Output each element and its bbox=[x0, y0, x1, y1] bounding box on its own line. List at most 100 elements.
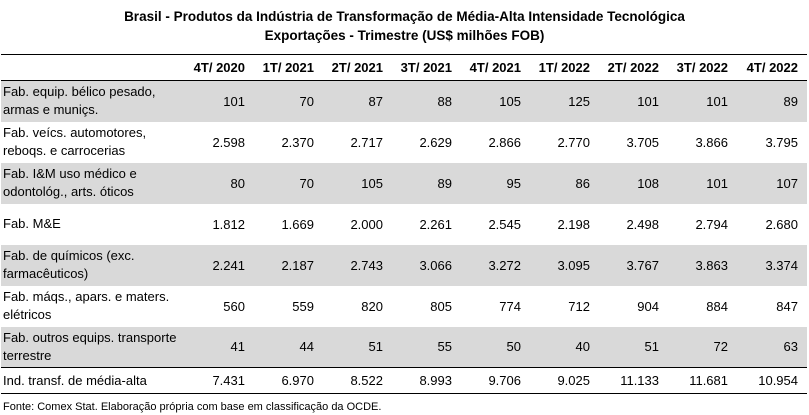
table-cell: 105 bbox=[323, 162, 392, 204]
table-row: Fab. equip. bélico pesado, armas e muniç… bbox=[1, 80, 807, 122]
row-label: Fab. outros equips. transporte terrestre bbox=[1, 326, 183, 368]
table-cell: 3.795 bbox=[765, 134, 798, 150]
table-row: Fab. de químicos (exc. farmacêuticos) 2.… bbox=[1, 244, 807, 286]
table-cell: 63 bbox=[737, 326, 807, 368]
table-cell: 41 bbox=[183, 326, 254, 368]
column-header: 4T/ 2022 bbox=[746, 60, 798, 75]
total-cell: 8.993 bbox=[419, 373, 452, 388]
row-label: Fab. I&M uso médico e odontológ., arts. … bbox=[1, 162, 183, 204]
table-cell: 105 bbox=[461, 80, 530, 122]
table-cell: 559 bbox=[292, 298, 314, 314]
table-cell: 2.241 bbox=[183, 244, 254, 286]
header-blank bbox=[1, 55, 183, 81]
total-cell: 7.431 bbox=[212, 373, 245, 388]
table-cell: 2.866 bbox=[488, 134, 521, 150]
table-cell: 3.066 bbox=[392, 244, 461, 286]
table-cell: 3.374 bbox=[737, 244, 807, 286]
table-cell: 3.095 bbox=[530, 244, 599, 286]
table-cell: 774 bbox=[499, 298, 521, 314]
table-cell: 2.370 bbox=[281, 134, 314, 150]
table-cell: 101 bbox=[183, 80, 254, 122]
table-cell: 820 bbox=[361, 298, 383, 314]
column-header: 1T/ 2021 bbox=[262, 60, 314, 75]
table-cell: 2.680 bbox=[765, 216, 798, 232]
table-cell: 51 bbox=[599, 326, 668, 368]
table-cell: 2.198 bbox=[557, 216, 590, 232]
table-cell: 80 bbox=[183, 162, 254, 204]
table-row: Fab. outros equips. transporte terrestre… bbox=[1, 326, 807, 368]
column-header: 1T/ 2022 bbox=[538, 60, 590, 75]
row-label: Fab. máqs., apars. e maters. elétricos bbox=[3, 289, 170, 322]
table-cell: 3.866 bbox=[695, 134, 728, 150]
table-cell: 3.767 bbox=[599, 244, 668, 286]
row-label: Fab. equip. bélico pesado, armas e muniç… bbox=[1, 80, 183, 122]
table-cell: 2.629 bbox=[419, 134, 452, 150]
total-cell: 9.706 bbox=[488, 373, 521, 388]
table-cell: 847 bbox=[776, 298, 798, 314]
table-cell: 3.863 bbox=[668, 244, 737, 286]
table-cell: 2.261 bbox=[419, 216, 452, 232]
table-cell: 101 bbox=[668, 80, 737, 122]
row-label: Fab. de químicos (exc. farmacêuticos) bbox=[1, 244, 183, 286]
table-cell: 2.770 bbox=[557, 134, 590, 150]
table-cell: 712 bbox=[568, 298, 590, 314]
total-cell: 9.025 bbox=[557, 373, 590, 388]
table-cell: 2.498 bbox=[626, 216, 659, 232]
table-cell: 1.669 bbox=[281, 216, 314, 232]
table-cell: 125 bbox=[530, 80, 599, 122]
column-header: 3T/ 2021 bbox=[400, 60, 452, 75]
table-cell: 3.705 bbox=[626, 134, 659, 150]
total-label: Ind. transf. de média-alta bbox=[3, 373, 147, 388]
exports-table: 4T/ 2020 1T/ 2021 2T/ 2021 3T/ 2021 4T/ … bbox=[1, 54, 807, 394]
table-cell: 904 bbox=[637, 298, 659, 314]
table-cell: 2.743 bbox=[323, 244, 392, 286]
table-cell: 89 bbox=[392, 162, 461, 204]
table-row: Fab. M&E 1.812 1.669 2.000 2.261 2.545 2… bbox=[1, 204, 807, 245]
column-header: 4T/ 2021 bbox=[469, 60, 521, 75]
table-cell: 70 bbox=[254, 162, 323, 204]
table-cell: 40 bbox=[530, 326, 599, 368]
table-cell: 805 bbox=[430, 298, 452, 314]
table-cell: 2.598 bbox=[212, 134, 245, 150]
table-cell: 560 bbox=[223, 298, 245, 314]
table-cell: 89 bbox=[737, 80, 807, 122]
table-cell: 1.812 bbox=[212, 216, 245, 232]
table-cell: 3.272 bbox=[461, 244, 530, 286]
table-cell: 2.545 bbox=[488, 216, 521, 232]
total-cell: 10.954 bbox=[758, 373, 798, 388]
table-cell: 50 bbox=[461, 326, 530, 368]
table-row: Fab. veícs. automotores, reboqs. e carro… bbox=[1, 122, 807, 163]
row-label: Fab. veícs. automotores, reboqs. e carro… bbox=[3, 125, 147, 158]
table-cell: 44 bbox=[254, 326, 323, 368]
table-cell: 55 bbox=[392, 326, 461, 368]
column-header: 4T/ 2020 bbox=[193, 60, 245, 75]
table-cell: 101 bbox=[599, 80, 668, 122]
table-cell: 2.794 bbox=[695, 216, 728, 232]
table-row: Fab. máqs., apars. e maters. elétricos 5… bbox=[1, 286, 807, 327]
total-cell: 6.970 bbox=[281, 373, 314, 388]
table-row: Fab. I&M uso médico e odontológ., arts. … bbox=[1, 162, 807, 204]
table-cell: 2.717 bbox=[350, 134, 383, 150]
table-cell: 108 bbox=[599, 162, 668, 204]
table-cell: 101 bbox=[668, 162, 737, 204]
table-cell: 88 bbox=[392, 80, 461, 122]
table-cell: 2.187 bbox=[254, 244, 323, 286]
table-cell: 95 bbox=[461, 162, 530, 204]
column-header: 2T/ 2021 bbox=[331, 60, 383, 75]
column-header: 2T/ 2022 bbox=[607, 60, 659, 75]
header-row: 4T/ 2020 1T/ 2021 2T/ 2021 3T/ 2021 4T/ … bbox=[1, 54, 807, 81]
total-cell: 11.681 bbox=[689, 373, 728, 388]
total-cell: 8.522 bbox=[350, 373, 383, 388]
table-cell: 51 bbox=[323, 326, 392, 368]
column-header: 3T/ 2022 bbox=[676, 60, 728, 75]
total-cell: 11.133 bbox=[620, 373, 659, 388]
total-row: Ind. transf. de média-alta 7.431 6.970 8… bbox=[1, 367, 807, 394]
table-cell: 884 bbox=[706, 298, 728, 314]
table-cell: 86 bbox=[530, 162, 599, 204]
table-cell: 70 bbox=[254, 80, 323, 122]
table-subtitle: Exportações - Trimestre (US$ milhões FOB… bbox=[264, 28, 545, 43]
table-cell: 2.000 bbox=[350, 216, 383, 232]
table-cell: 107 bbox=[737, 162, 807, 204]
table-title: Brasil - Produtos da Indústria de Transf… bbox=[124, 9, 685, 24]
row-label: Fab. M&E bbox=[3, 216, 61, 231]
